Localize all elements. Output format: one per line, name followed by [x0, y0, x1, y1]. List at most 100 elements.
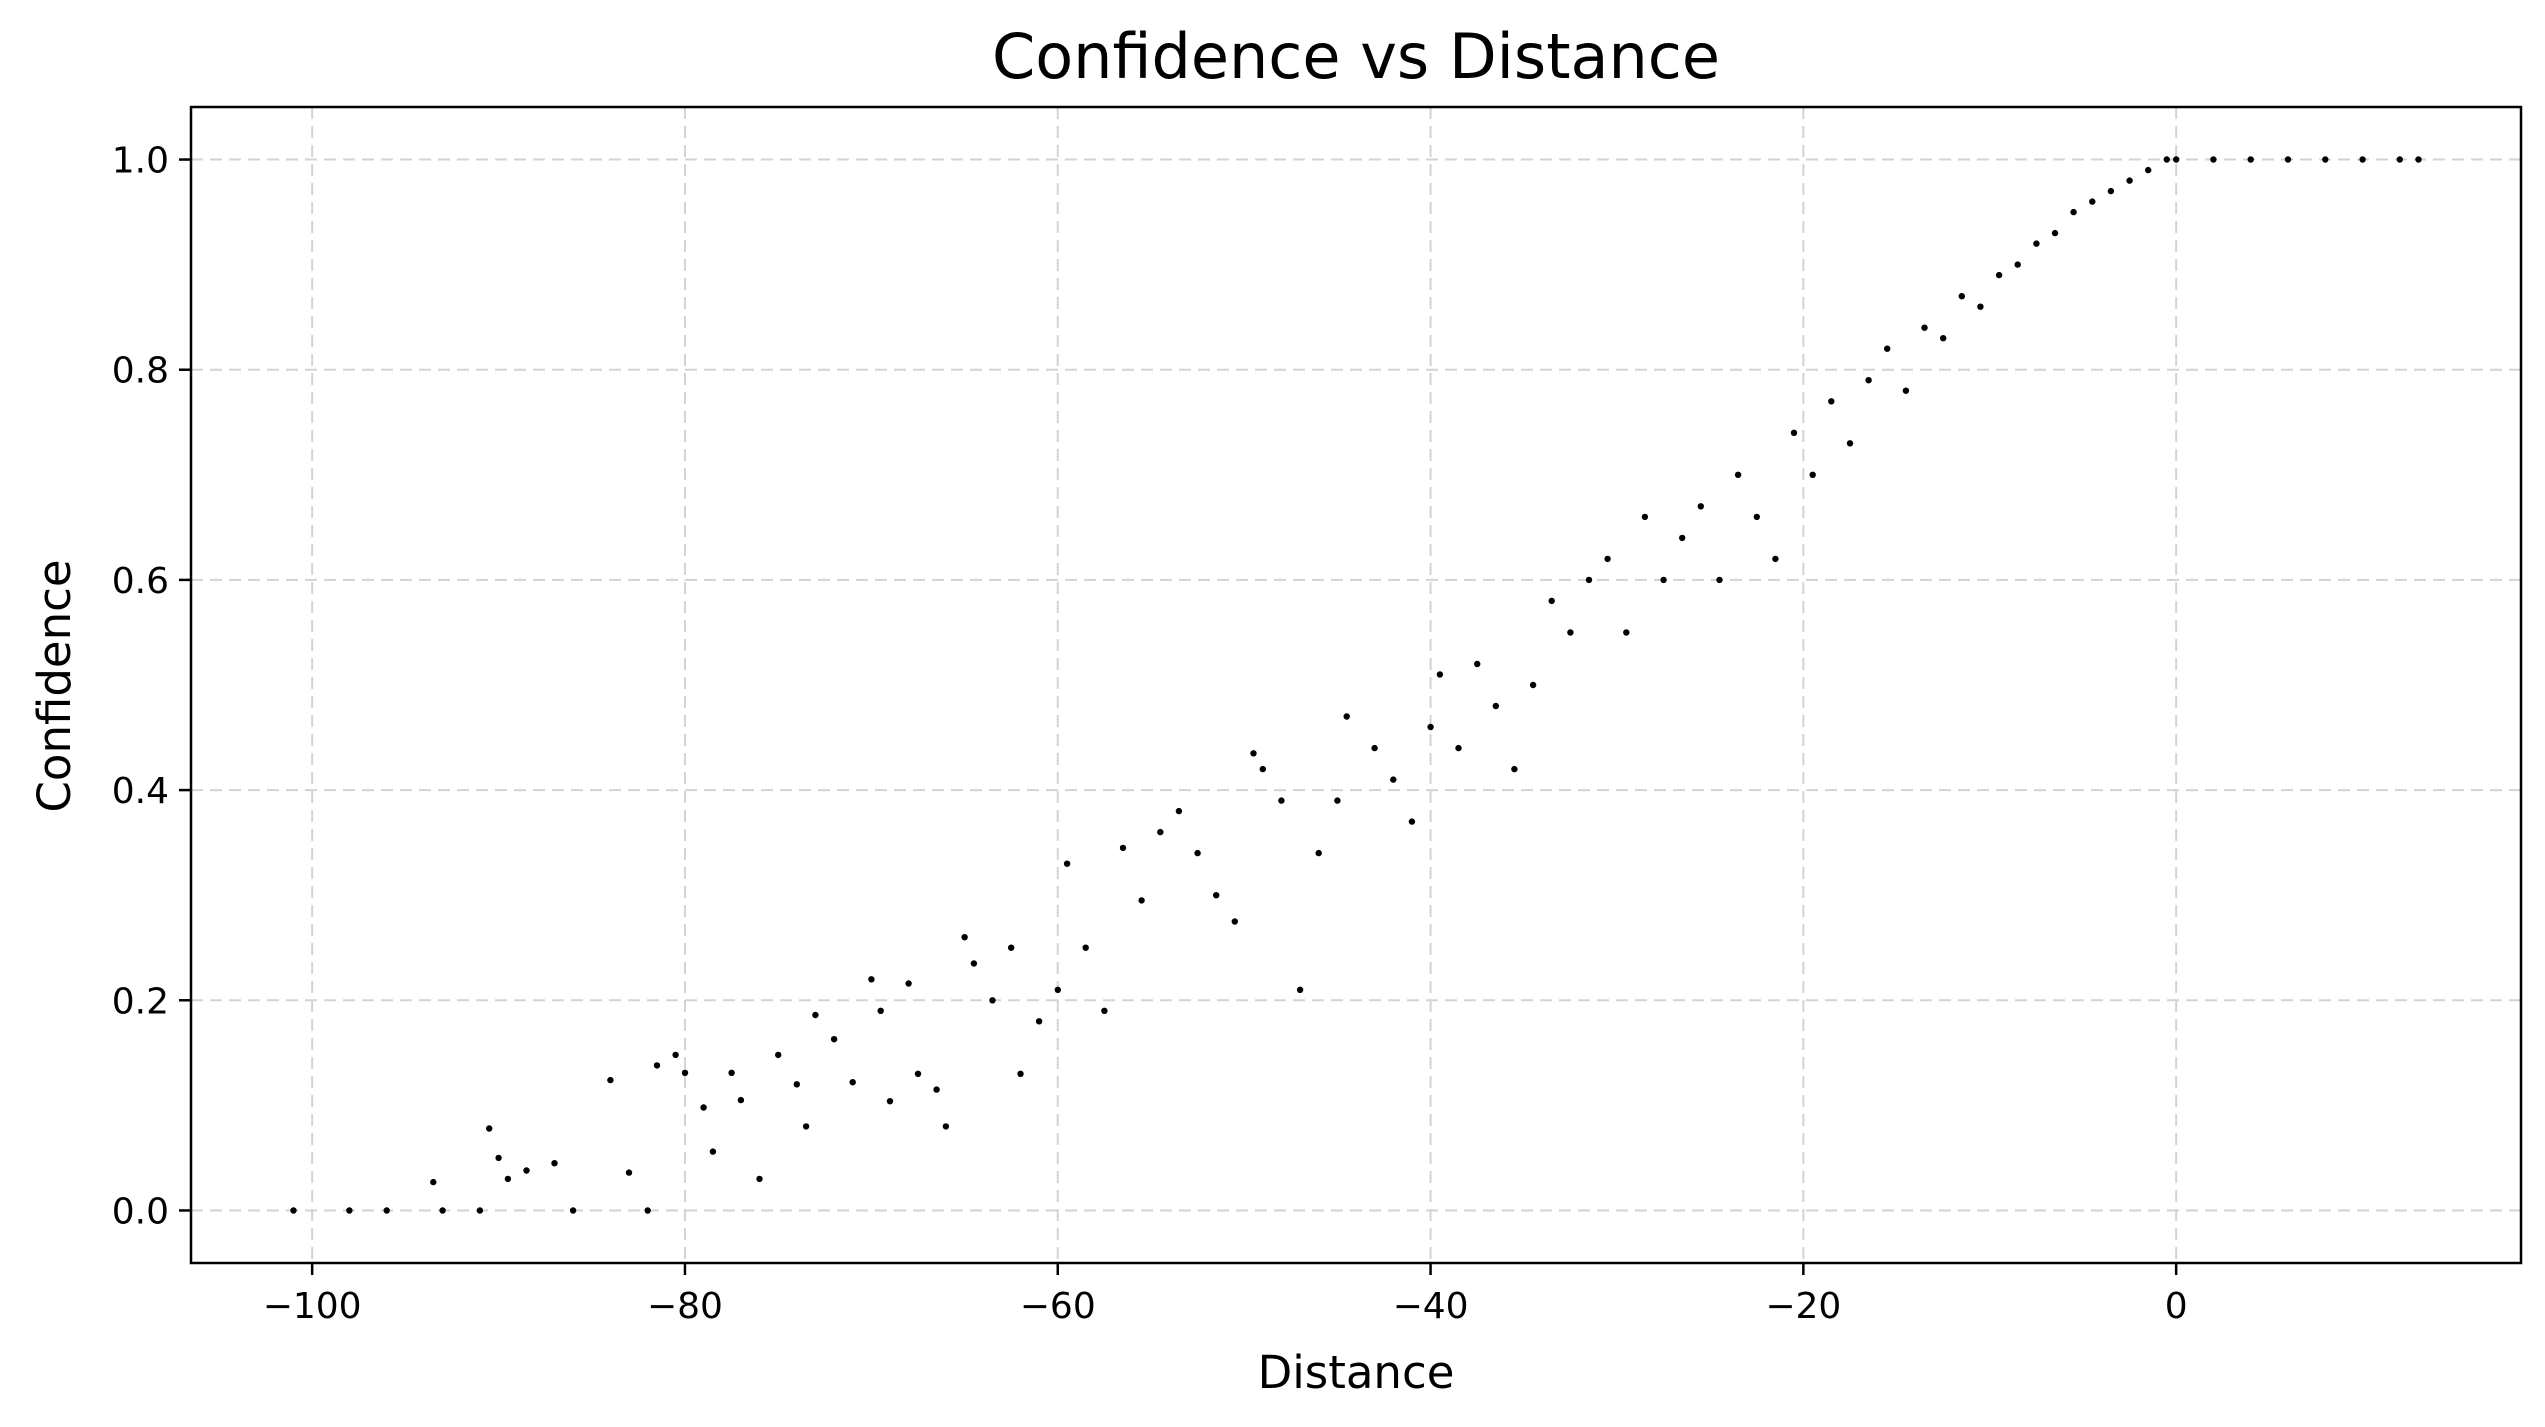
data-point: [812, 1011, 819, 1019]
data-point: [1157, 828, 1164, 836]
data-point: [486, 1125, 493, 1132]
plot-frame: [189, 105, 2523, 1265]
data-point: [1585, 576, 1593, 584]
data-point: [551, 1160, 558, 1167]
data-point: [886, 1098, 894, 1105]
data-point: [2359, 156, 2366, 163]
data-point: [290, 1207, 297, 1214]
data-point: [1790, 429, 1798, 436]
data-point: [1054, 986, 1062, 993]
data-point: [1846, 440, 1854, 447]
data-point: [1063, 860, 1071, 867]
data-point: [700, 1104, 707, 1111]
y-tick-label: 0.2: [112, 981, 169, 1022]
data-point: [914, 1070, 922, 1078]
chart-title: Confidence vs Distance: [992, 20, 1720, 93]
data-point: [970, 960, 978, 967]
data-point: [709, 1148, 717, 1155]
data-point: [681, 1069, 689, 1077]
data-point: [1213, 892, 1220, 899]
data-point: [849, 1079, 856, 1086]
data-point: [868, 976, 875, 983]
data-point: [1604, 555, 1611, 563]
data-point: [1567, 629, 1574, 636]
data-point: [1772, 555, 1779, 563]
data-point: [905, 980, 912, 987]
data-point: [346, 1207, 353, 1214]
data-point: [2107, 187, 2115, 195]
data-point: [2396, 156, 2403, 163]
data-point: [1660, 576, 1667, 584]
data-point: [2014, 261, 2021, 268]
y-tick-label: 0.4: [112, 771, 169, 812]
data-point: [504, 1175, 512, 1183]
data-point: [1250, 750, 1257, 757]
data-point: [877, 1007, 884, 1014]
data-point: [1138, 897, 1145, 904]
axis-ticks: −100 −80 −60 −40 −20 0 0.0 0.2 0.4 0.6 0.8 1.0: [112, 141, 2188, 1327]
data-point: [1865, 377, 1872, 384]
data-point: [1436, 671, 1444, 678]
data-point: [1697, 503, 1705, 510]
data-point: [672, 1051, 679, 1059]
data-point: [1623, 629, 1630, 636]
data-point: [476, 1207, 484, 1214]
data-point: [2126, 177, 2133, 184]
y-tick-label: 0.6: [112, 561, 169, 602]
x-tick-label: −20: [1765, 1286, 1841, 1327]
data-point: [1008, 944, 1015, 951]
data-point: [1101, 1007, 1108, 1014]
data-point: [2145, 166, 2152, 174]
data-point: [2070, 208, 2077, 216]
data-point: [607, 1076, 614, 1084]
data-point: [2322, 156, 2329, 163]
data-point: [1119, 844, 1127, 852]
data-point: [737, 1096, 745, 1104]
data-point: [1884, 345, 1891, 352]
x-tick-label: −80: [647, 1286, 723, 1327]
data-point: [1753, 513, 1761, 521]
data-point: [1902, 387, 1910, 394]
data-point: [2033, 240, 2040, 247]
grid-lines: [191, 107, 2521, 1263]
data-point: [1977, 303, 1984, 310]
data-point: [1408, 818, 1416, 825]
data-point: [1371, 744, 1378, 752]
data-point: [1734, 471, 1742, 478]
data-point: [1995, 271, 2003, 279]
data-point: [439, 1207, 446, 1214]
data-point: [2415, 156, 2422, 163]
data-point: [942, 1123, 950, 1130]
x-axis-label: Distance: [1258, 1346, 1455, 1399]
data-point: [1259, 765, 1267, 773]
data-point: [2210, 156, 2217, 163]
data-point: [625, 1169, 633, 1176]
data-point: [830, 1036, 838, 1043]
x-tick-label: 0: [2165, 1286, 2188, 1327]
data-point: [495, 1154, 502, 1162]
data-point: [989, 997, 996, 1004]
y-tick-label: 0.8: [112, 351, 169, 392]
data-point: [756, 1175, 763, 1183]
data-point: [1231, 918, 1239, 925]
data-point: [1529, 681, 1537, 689]
data-point: [933, 1086, 940, 1093]
data-point: [1641, 513, 1649, 521]
data-point: [569, 1207, 577, 1214]
data-point: [1828, 398, 1835, 405]
data-point: [775, 1051, 782, 1059]
data-point: [1940, 335, 1947, 342]
data-point: [1958, 293, 1966, 300]
data-point: [1278, 797, 1285, 804]
data-point: [1343, 713, 1350, 720]
data-point: [430, 1178, 437, 1186]
data-point: [1548, 597, 1555, 605]
scatter-points: [290, 156, 2422, 1214]
data-point: [644, 1207, 651, 1214]
data-point: [2051, 229, 2059, 237]
data-point: [1194, 849, 1201, 857]
data-point: [1082, 944, 1089, 951]
x-tick-label: −60: [1020, 1286, 1096, 1327]
data-point: [802, 1123, 810, 1130]
